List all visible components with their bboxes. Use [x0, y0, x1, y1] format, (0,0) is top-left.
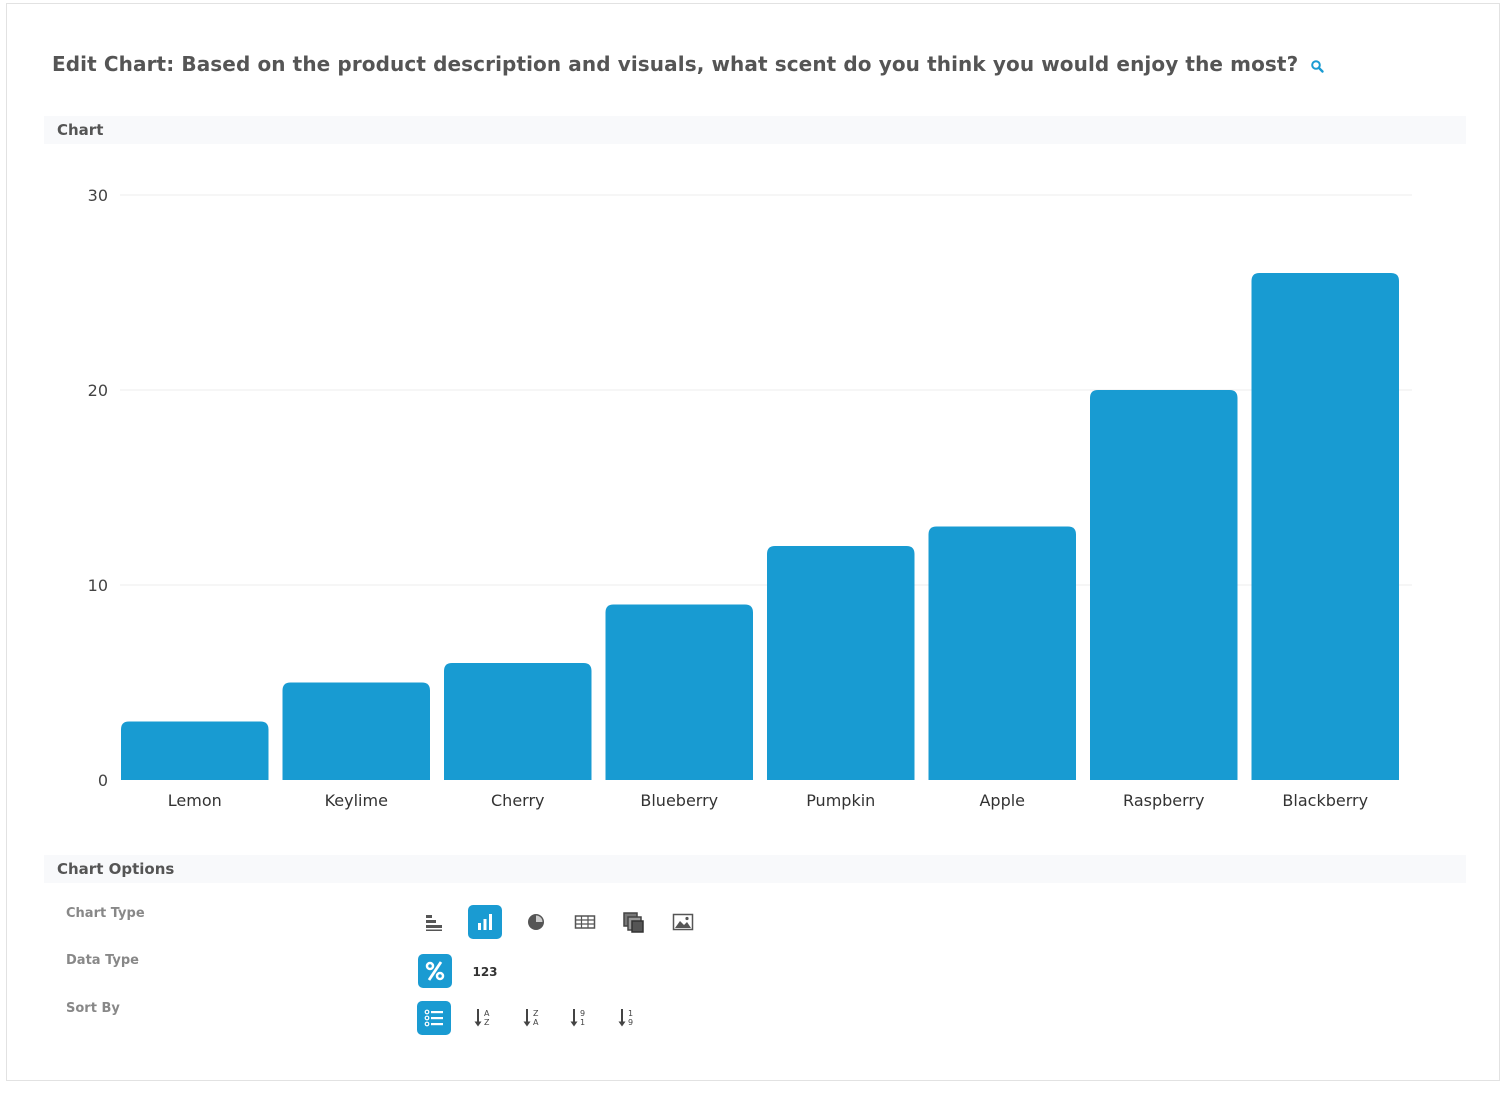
svg-text:Z: Z: [484, 1018, 490, 1027]
sort-9-1-icon: 9 1: [570, 1009, 585, 1027]
chart-type-vertical-bar-button[interactable]: [468, 905, 502, 939]
sort-z-a-icon: Z A: [523, 1009, 539, 1027]
number-icon: 123: [472, 965, 498, 979]
svg-text:1: 1: [628, 1009, 633, 1018]
data-type-number-button[interactable]: 123: [468, 955, 502, 989]
bar-lemon[interactable]: [121, 721, 269, 781]
stacked-icon: [623, 912, 644, 933]
x-tick-label: Blueberry: [640, 791, 718, 810]
sort-a-z-button[interactable]: A Z: [467, 1001, 501, 1035]
bar-keylime[interactable]: [282, 682, 431, 781]
search-icon[interactable]: [1310, 56, 1326, 73]
chart-options-section-header: Chart Options: [44, 855, 1466, 883]
chart-type-label: Chart Type: [66, 906, 145, 921]
data-type-label: Data Type: [66, 953, 139, 968]
chart-section-header: Chart: [44, 116, 1466, 144]
svg-text:Z: Z: [533, 1009, 539, 1018]
vertical-bar-icon: [478, 914, 492, 930]
list-order-icon: [424, 1009, 443, 1027]
sort-9-1-button[interactable]: 9 1: [563, 1001, 597, 1035]
x-tick-label: Cherry: [491, 791, 545, 810]
sort-1-9-button[interactable]: 1 9: [611, 1001, 645, 1035]
bar-apple[interactable]: [928, 526, 1077, 781]
chart-type-pie-button[interactable]: [519, 905, 553, 939]
pie-icon: [528, 914, 544, 930]
chart-type-horizontal-bar-button[interactable]: [417, 905, 451, 939]
bar-raspberry[interactable]: [1090, 390, 1238, 780]
y-tick-label: 0: [98, 771, 108, 790]
x-tick-label: Pumpkin: [806, 791, 875, 810]
page-title: Edit Chart: Based on the product descrip…: [52, 52, 1326, 76]
bar-pumpkin[interactable]: [767, 546, 915, 780]
bar-chart: 0 10 20 30 Lemon Keylime Cherry Blueberry Pumpki…: [60, 170, 1440, 830]
y-tick-label: 10: [88, 576, 108, 595]
svg-text:9: 9: [580, 1009, 585, 1018]
data-type-percent-button[interactable]: [418, 954, 452, 988]
bar-blueberry[interactable]: [605, 604, 754, 781]
svg-text:1: 1: [580, 1018, 585, 1027]
y-tick-label: 30: [88, 186, 108, 205]
table-icon: [574, 915, 596, 929]
image-icon: [672, 913, 694, 931]
sort-a-z-icon: A Z: [474, 1009, 490, 1027]
bar-chart-svg: 0 10 20 30 Lemon Keylime Cherry Blueberry Pumpki…: [88, 186, 1412, 810]
svg-text:A: A: [484, 1009, 490, 1018]
x-tick-label: Raspberry: [1123, 791, 1204, 810]
percent-icon: [425, 961, 445, 981]
x-tick-label: Apple: [979, 791, 1025, 810]
svg-text:A: A: [533, 1018, 539, 1027]
bar-cherry[interactable]: [444, 663, 592, 780]
x-tick-label: Keylime: [325, 791, 388, 810]
sort-1-9-icon: 1 9: [618, 1009, 633, 1027]
page-title-text: Edit Chart: Based on the product descrip…: [52, 52, 1299, 76]
horizontal-bar-icon: [426, 915, 442, 931]
chart-type-stacked-button[interactable]: [617, 906, 651, 940]
chart-editor-panel: [6, 3, 1500, 1081]
bar-blackberry[interactable]: [1251, 273, 1400, 780]
svg-text:9: 9: [628, 1018, 633, 1027]
chart-type-table-button[interactable]: [568, 905, 602, 939]
x-tick-label: Blackberry: [1282, 791, 1368, 810]
sort-list-order-button[interactable]: [417, 1001, 451, 1035]
sort-z-a-button[interactable]: Z A: [516, 1001, 550, 1035]
sort-by-label: Sort By: [66, 1001, 120, 1016]
chart-type-image-button[interactable]: [666, 905, 700, 939]
y-tick-label: 20: [88, 381, 108, 400]
x-tick-label: Lemon: [168, 791, 222, 810]
